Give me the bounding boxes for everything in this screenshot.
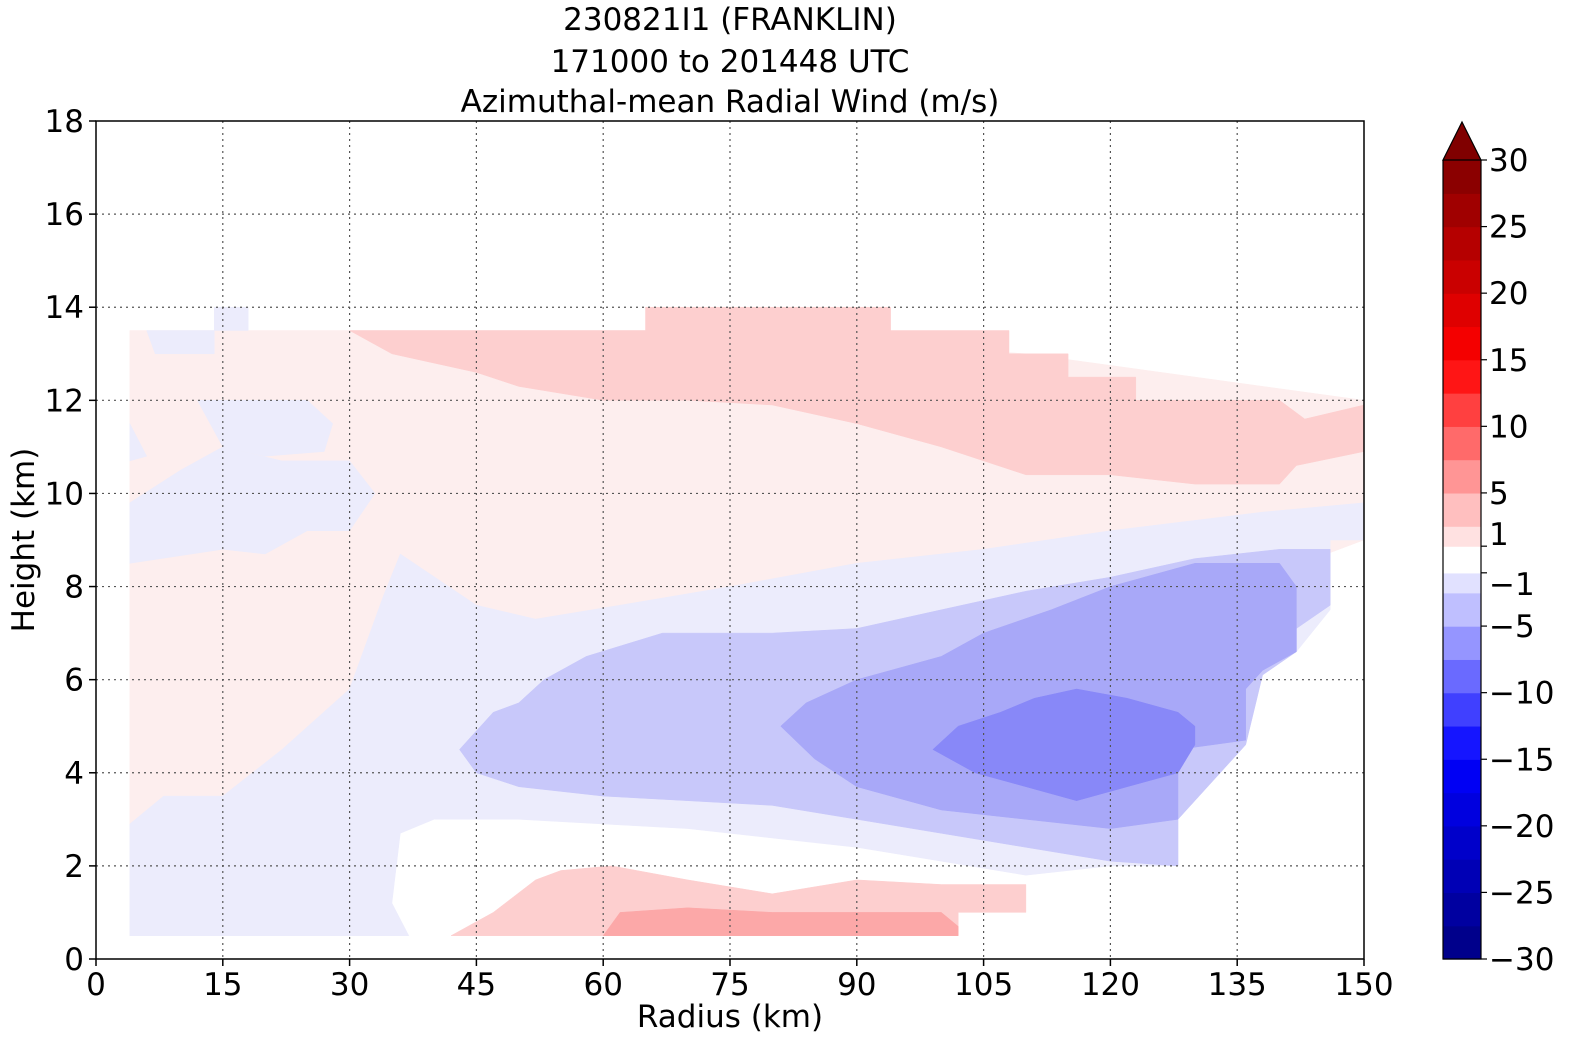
colorbar-tick-label: 5 bbox=[1489, 476, 1509, 512]
y-tick-label: 0 bbox=[64, 942, 84, 978]
y-axis-label: Height (km) bbox=[6, 448, 42, 633]
y-tick-label: 18 bbox=[45, 104, 84, 140]
colorbar-segment bbox=[1443, 759, 1481, 794]
colorbar-segment bbox=[1443, 546, 1481, 574]
y-tick-label: 10 bbox=[45, 476, 84, 512]
chart-title-line-3: Azimuthal-mean Radial Wind (m/s) bbox=[460, 84, 1000, 120]
chart-title-line-1: 230821I1 (FRANKLIN) bbox=[563, 2, 897, 38]
y-tick-label: 8 bbox=[64, 570, 84, 606]
colorbar-tick-label: −10 bbox=[1489, 676, 1554, 712]
contour-region-11 bbox=[602, 907, 959, 936]
colorbar-segment bbox=[1443, 326, 1481, 361]
colorbar-tick-label: 20 bbox=[1489, 276, 1528, 312]
x-axis: 0 15 30 45 60 75 90 105 120 135 150 bbox=[86, 959, 1394, 1003]
colorbar-tick-label: 25 bbox=[1489, 210, 1528, 246]
x-tick-label: 30 bbox=[330, 967, 369, 1003]
colorbar-segment bbox=[1443, 459, 1481, 494]
colorbar-segment bbox=[1443, 825, 1481, 860]
colorbar-segment bbox=[1443, 692, 1481, 727]
x-tick-label: 120 bbox=[1081, 967, 1140, 1003]
colorbar-tick-label: −15 bbox=[1489, 742, 1554, 778]
colorbar-segment bbox=[1443, 293, 1481, 328]
y-tick-label: 4 bbox=[64, 756, 84, 792]
contour-region-4 bbox=[146, 330, 215, 355]
x-tick-label: 150 bbox=[1334, 967, 1393, 1003]
x-tick-label: 75 bbox=[710, 967, 749, 1003]
colorbar-segment bbox=[1443, 572, 1481, 594]
colorbar-segment bbox=[1443, 859, 1481, 894]
y-tick-label: 2 bbox=[64, 849, 84, 885]
colorbar-segment bbox=[1443, 925, 1481, 960]
y-axis: 0 2 4 6 8 10 12 14 16 18 bbox=[45, 104, 96, 978]
colorbar-segment bbox=[1443, 492, 1481, 527]
colorbar-segment bbox=[1443, 659, 1481, 694]
colorbar-tick-label: −30 bbox=[1489, 942, 1554, 978]
colorbar-tick-label: −25 bbox=[1489, 875, 1554, 911]
x-tick-label: 90 bbox=[837, 967, 876, 1003]
colorbar-tick-label: 10 bbox=[1489, 409, 1528, 445]
colorbar-segment bbox=[1443, 160, 1481, 194]
colorbar-segment bbox=[1443, 892, 1481, 927]
colorbar-tick-label: 15 bbox=[1489, 343, 1528, 379]
x-tick-label: 0 bbox=[86, 967, 106, 1003]
y-tick-label: 12 bbox=[45, 383, 84, 419]
x-axis-label: Radius (km) bbox=[637, 999, 823, 1035]
contour-region-3 bbox=[129, 423, 148, 462]
colorbar-tick-label: 30 bbox=[1489, 143, 1528, 179]
colorbar-segment bbox=[1443, 526, 1481, 547]
colorbar-tick-label: −20 bbox=[1489, 809, 1554, 845]
x-tick-label: 15 bbox=[203, 967, 242, 1003]
y-tick-label: 16 bbox=[45, 197, 84, 233]
colorbar-segment bbox=[1443, 359, 1481, 394]
colorbar-segment bbox=[1443, 626, 1481, 660]
colorbar-segment bbox=[1443, 592, 1481, 627]
colorbar-tick-label: 1 bbox=[1489, 517, 1509, 553]
colorbar: 30 25 20 15 10 5 1 −1 −5 −10 −15 −20 −25 −30 bbox=[1442, 120, 1554, 978]
y-tick-label: 6 bbox=[64, 663, 84, 699]
y-tick-label: 14 bbox=[45, 290, 84, 326]
colorbar-extend-max bbox=[1442, 120, 1482, 161]
contour-region-5 bbox=[214, 306, 249, 331]
colorbar-segment bbox=[1443, 193, 1481, 228]
colorbar-tick-label: −1 bbox=[1489, 567, 1535, 603]
colorbar-frame bbox=[1442, 160, 1482, 960]
colorbar-segment bbox=[1443, 426, 1481, 461]
grid-layer bbox=[96, 121, 1364, 959]
contour-fill-layer bbox=[129, 306, 1365, 936]
chart-title-line-2: 171000 to 201448 UTC bbox=[550, 44, 910, 80]
colorbar-segment bbox=[1443, 259, 1481, 294]
colorbar-segment bbox=[1443, 725, 1481, 760]
colorbar-tick-label: −5 bbox=[1489, 609, 1535, 645]
colorbar-segment bbox=[1443, 792, 1481, 827]
colorbar-segment bbox=[1443, 226, 1481, 261]
colorbar-segment bbox=[1443, 393, 1481, 427]
x-tick-label: 45 bbox=[457, 967, 496, 1003]
x-tick-label: 105 bbox=[954, 967, 1013, 1003]
x-tick-label: 60 bbox=[583, 967, 622, 1003]
x-tick-label: 135 bbox=[1208, 967, 1267, 1003]
